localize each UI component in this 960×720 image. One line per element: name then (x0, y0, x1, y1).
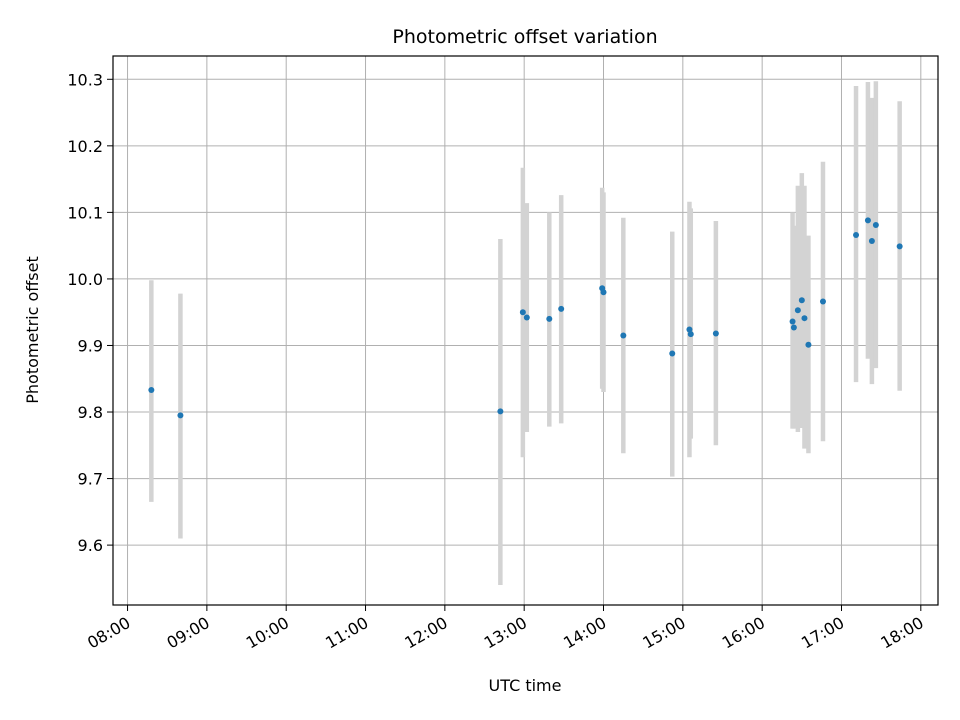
data-point (868, 237, 875, 244)
data-point (669, 350, 676, 357)
y-tick-label: 9.6 (78, 536, 103, 555)
data-point (687, 331, 694, 338)
data-point (497, 408, 504, 415)
data-point (790, 324, 797, 331)
data-point (620, 332, 627, 339)
data-point (789, 318, 796, 325)
y-tick-label: 9.8 (78, 403, 103, 422)
data-point (798, 297, 805, 304)
data-point (712, 330, 719, 337)
data-point (872, 222, 879, 229)
data-point (558, 305, 565, 312)
y-tick-label: 10.1 (67, 203, 103, 222)
data-point (519, 309, 526, 316)
x-axis-title: UTC time (489, 676, 562, 695)
data-point (896, 243, 903, 250)
data-point (546, 315, 553, 322)
data-point (148, 387, 155, 394)
data-point (686, 326, 693, 333)
data-point (523, 314, 530, 321)
data-point (801, 315, 808, 322)
y-tick-label: 9.9 (78, 336, 103, 355)
data-point (864, 217, 871, 224)
plot-area-frame (112, 55, 939, 606)
y-tick-label: 9.7 (78, 470, 103, 489)
y-axis: 9.6 9.7 9.8 9.9 10.0 10.1 10.2 10.3 (67, 70, 113, 555)
data-point (819, 298, 826, 305)
y-tick-label: 10.3 (67, 70, 103, 89)
chart-title: Photometric offset variation (392, 26, 657, 48)
data-point (794, 307, 801, 314)
y-tick-label: 10.2 (67, 137, 103, 156)
data-point (805, 341, 812, 348)
y-axis-title: Photometric offset (23, 256, 42, 404)
y-tick-label: 10.0 (67, 270, 103, 289)
data-point (177, 412, 184, 419)
data-point (600, 289, 607, 296)
data-point (853, 232, 860, 239)
data-points (148, 217, 903, 419)
